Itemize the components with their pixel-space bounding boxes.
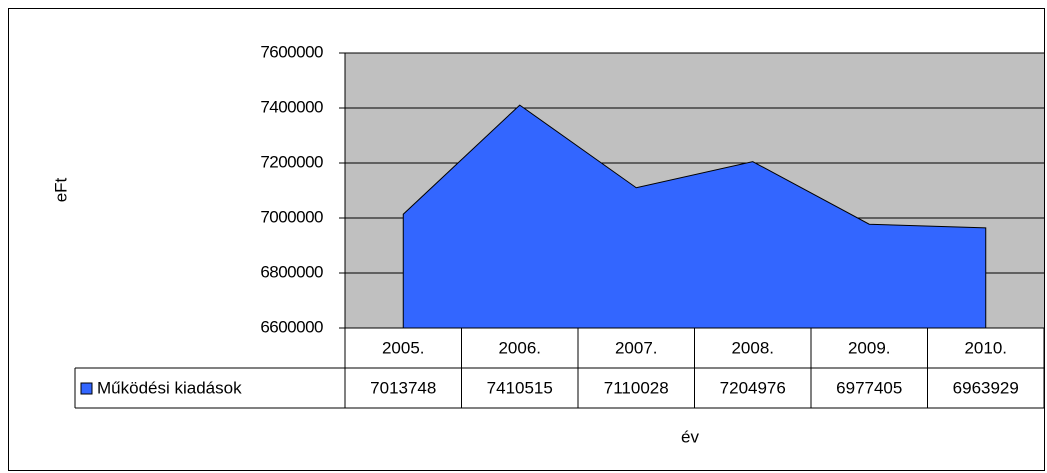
y-tick-label: 6800000 <box>260 262 323 281</box>
table-value: 7410515 <box>487 378 553 397</box>
x-axis-label: év <box>681 427 699 446</box>
table-value: 6963929 <box>953 378 1019 397</box>
table-value: 7110028 <box>604 378 669 397</box>
x-tick-label: 2007. <box>615 338 658 357</box>
y-tick-label: 6600000 <box>260 317 323 336</box>
legend-swatch <box>80 382 93 395</box>
x-tick-label: 2006. <box>498 338 541 357</box>
table-value: 6977405 <box>836 378 902 397</box>
table-value: 7204976 <box>720 378 786 397</box>
area <box>402 104 987 329</box>
legend-label: Működési kiadások <box>97 378 242 397</box>
x-tick-label: 2008. <box>731 338 774 357</box>
table-value: 7013748 <box>370 378 436 397</box>
y-tick-label: 7000000 <box>260 207 323 226</box>
y-tick-label: 7200000 <box>260 152 323 171</box>
x-tick-label: 2010. <box>964 338 1007 357</box>
x-tick-label: 2005. <box>382 338 425 357</box>
x-tick-label: 2009. <box>848 338 891 357</box>
y-tick-label: 7600000 <box>260 42 323 61</box>
y-axis-label: eFt <box>51 177 70 202</box>
y-tick-label: 7400000 <box>260 97 323 116</box>
